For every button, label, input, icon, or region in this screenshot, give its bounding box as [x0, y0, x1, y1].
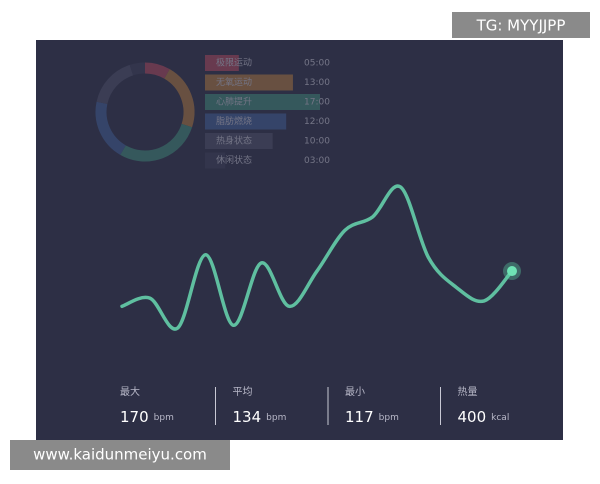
stat-value: 134 bpm [233, 408, 287, 426]
donut-segment [129, 62, 146, 76]
stat-value: 170 bpm [120, 408, 174, 426]
donut-segment [144, 62, 170, 79]
zone-label: 热身状态 [216, 135, 252, 147]
zone-label: 心肺提升 [216, 97, 252, 108]
panel [36, 40, 563, 440]
stat-unit: bpm [154, 413, 174, 423]
zone-duration: 03:00 [304, 156, 330, 166]
stat-label: 热量 [458, 385, 478, 398]
stat-unit: kcal [491, 413, 509, 423]
watermark: TG: MYYJJPP [476, 17, 566, 35]
zone-bar [205, 152, 226, 169]
stat-label: 平均 [233, 386, 253, 398]
stat-value: 400 kcal [458, 408, 510, 426]
zone-duration: 10:00 [304, 137, 330, 147]
stat-label: 最大 [120, 385, 140, 398]
donut-segment [164, 69, 195, 128]
zone-bar [205, 133, 273, 149]
donut-segment [95, 101, 126, 155]
stat-unit: bpm [266, 413, 286, 423]
donut-segment [120, 123, 193, 162]
zone-duration: 12:00 [304, 117, 330, 127]
zone-label: 脂肪燃烧 [216, 115, 252, 127]
donut-segment [96, 64, 134, 105]
zone-bar [205, 94, 320, 110]
site-box [10, 440, 230, 470]
zone-label: 无氧运动 [216, 76, 252, 88]
stat-number: 400 [458, 408, 487, 426]
zone-bar [205, 113, 287, 130]
zone-list: 极限运动 05:00 无氧运动 13:00 心肺提升 17:00 脂肪燃烧 12:00 热身状态… [205, 55, 330, 169]
zone-label: 休闲状态 [216, 154, 252, 166]
stat-number: 134 [233, 408, 262, 426]
zone-bar [205, 55, 239, 71]
stat-number: 117 [345, 408, 374, 426]
watermark-box [452, 12, 590, 38]
zone-bar [205, 74, 293, 91]
site: www.kaidunmeiyu.com [33, 446, 207, 464]
zone-donut [95, 62, 195, 162]
zone-duration: 05:00 [304, 59, 330, 69]
stat-unit: bpm [379, 413, 399, 423]
zone-duration: 13:00 [304, 78, 330, 88]
stat-number: 170 [120, 408, 149, 426]
end-dot [507, 266, 517, 277]
zone-label: 极限运动 [216, 57, 252, 69]
stats: 最大 170 bpm 平均 134 bpm 最小 117 bpm 热量 400 kcal [120, 385, 509, 426]
zone-duration: 17:00 [304, 98, 330, 108]
stat-label: 最小 [345, 386, 365, 398]
stat-value: 117 bpm [345, 408, 399, 426]
heart-rate-line [120, 184, 514, 331]
